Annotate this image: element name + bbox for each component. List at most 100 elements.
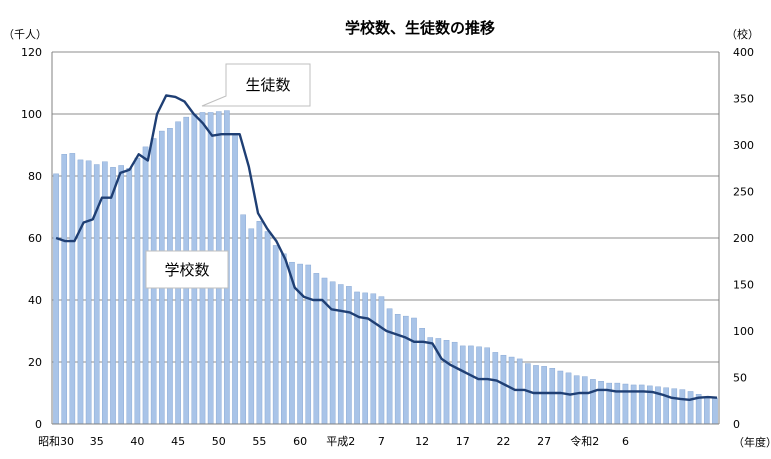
x-axis-tick-label: 17 (456, 435, 470, 448)
school-count-bar (53, 173, 59, 425)
right-axis-tick-label: 150 (733, 279, 754, 292)
school-count-bar (468, 345, 474, 425)
school-count-bar (232, 135, 238, 425)
school-count-bar (354, 291, 360, 425)
school-count-bar (102, 161, 108, 425)
right-axis-tick-label: 50 (733, 372, 747, 385)
school-count-bar (704, 396, 710, 425)
school-count-bar (77, 159, 84, 425)
school-count-bar (378, 296, 385, 425)
left-axis-tick-label: 0 (35, 418, 42, 431)
left-axis-unit: （千人） (3, 28, 47, 41)
left-axis-tick-label: 120 (21, 46, 42, 59)
school-count-bar (61, 154, 68, 425)
school-count-bar (508, 356, 515, 425)
school-count-bar (411, 317, 417, 425)
x-axis-tick-label: 令和2 (570, 434, 599, 448)
x-axis-tick-label: 27 (537, 435, 551, 448)
chart-title: 学校数、生徒数の推移 (345, 19, 495, 37)
x-axis-tick-label: 平成2 (326, 435, 355, 448)
x-axis-tick-label: 55 (252, 435, 266, 448)
school-count-bar (281, 253, 287, 425)
school-count-bar (500, 354, 507, 425)
school-count-bar (516, 358, 523, 425)
school-count-bar (614, 382, 621, 425)
left-axis-tick-label: 20 (28, 356, 42, 369)
x-axis-tick-label: 45 (171, 435, 185, 448)
school-count-bar (126, 168, 133, 425)
school-count-bar (313, 273, 320, 425)
school-count-bar (541, 366, 547, 425)
right-axis-tick-label: 350 (733, 93, 754, 106)
x-axis-tick-label: 22 (496, 435, 510, 448)
school-count-bar (337, 284, 344, 425)
school-count-bar (525, 363, 531, 425)
student-count-callout-box (201, 63, 311, 107)
school-count-bar (622, 383, 629, 425)
school-count-bar (687, 391, 694, 425)
school-count-bar (69, 153, 76, 425)
school-count-bar (484, 347, 490, 425)
left-axis-tick-label: 80 (28, 170, 42, 183)
school-count-bar (256, 221, 263, 425)
school-count-bar (264, 231, 271, 425)
school-count-bar (329, 281, 336, 425)
school-count-bar (110, 167, 116, 425)
school-count-bar (362, 292, 368, 425)
student-count-line (55, 94, 718, 402)
right-axis-tick-label: 400 (733, 46, 754, 59)
x-axis-tick-label: 40 (130, 435, 144, 448)
right-axis-unit: （校） (726, 27, 759, 41)
school-count-bar (443, 340, 450, 425)
school-count-bar (549, 368, 556, 425)
right-axis-tick-label: 200 (733, 232, 754, 245)
school-count-callout-label: 学校数 (164, 261, 209, 279)
right-axis-tick-label: 100 (733, 325, 754, 338)
school-count-bar (370, 293, 377, 425)
school-count-bar (573, 375, 580, 425)
school-count-bar (590, 379, 596, 425)
school-count-bar (663, 387, 669, 425)
school-count-bar (451, 341, 458, 425)
left-axis-tick-label: 100 (21, 108, 42, 121)
student-count-callout: 生徒数 (201, 63, 311, 107)
x-axis-tick-label: 昭和30 (38, 435, 74, 448)
right-axis-tick-label: 0 (733, 418, 740, 431)
school-count-bar (533, 365, 539, 425)
school-count-callout-box (145, 250, 229, 289)
school-count-bar (240, 214, 246, 425)
x-axis-tick-label: 50 (212, 435, 226, 448)
school-count-bar (459, 345, 466, 425)
school-count-bar (712, 397, 718, 425)
school-count-bar (598, 381, 604, 425)
school-count-bar (403, 315, 409, 425)
axes: 0 20 40 60 80 100 120 0 50 100 150 200 250 300 350 400 昭… (21, 46, 754, 448)
x-axis-tick-label: 12 (415, 435, 429, 448)
school-count-bar (557, 370, 564, 425)
school-count-bar (492, 352, 499, 425)
school-count-bar (305, 264, 312, 425)
school-count-bar (134, 157, 141, 425)
school-count-bar (565, 372, 572, 425)
left-axis-tick-label: 60 (28, 232, 42, 245)
left-axis-tick-label: 40 (28, 294, 42, 307)
x-axis-tick-label: 35 (90, 435, 104, 448)
student-count-line-group (55, 94, 718, 402)
x-axis-tick-label: 60 (293, 435, 307, 448)
school-count-bar (85, 160, 92, 425)
school-count-bar (272, 245, 279, 425)
school-count-bar (118, 165, 124, 425)
x-axis-unit: （年度） (733, 435, 771, 449)
x-axis-tick-label: 7 (378, 435, 385, 448)
school-count-bar (679, 389, 686, 425)
school-count-bar (671, 388, 678, 425)
school-count-bar (248, 228, 255, 425)
school-count-bar (297, 263, 303, 425)
school-count-bar (386, 308, 393, 425)
school-count-bar (427, 337, 434, 425)
student-count-callout-label: 生徒数 (245, 76, 290, 94)
school-count-callout: 学校数 (145, 250, 229, 289)
right-axis-tick-label: 300 (733, 139, 754, 152)
x-axis-tick-label: 6 (622, 435, 629, 448)
